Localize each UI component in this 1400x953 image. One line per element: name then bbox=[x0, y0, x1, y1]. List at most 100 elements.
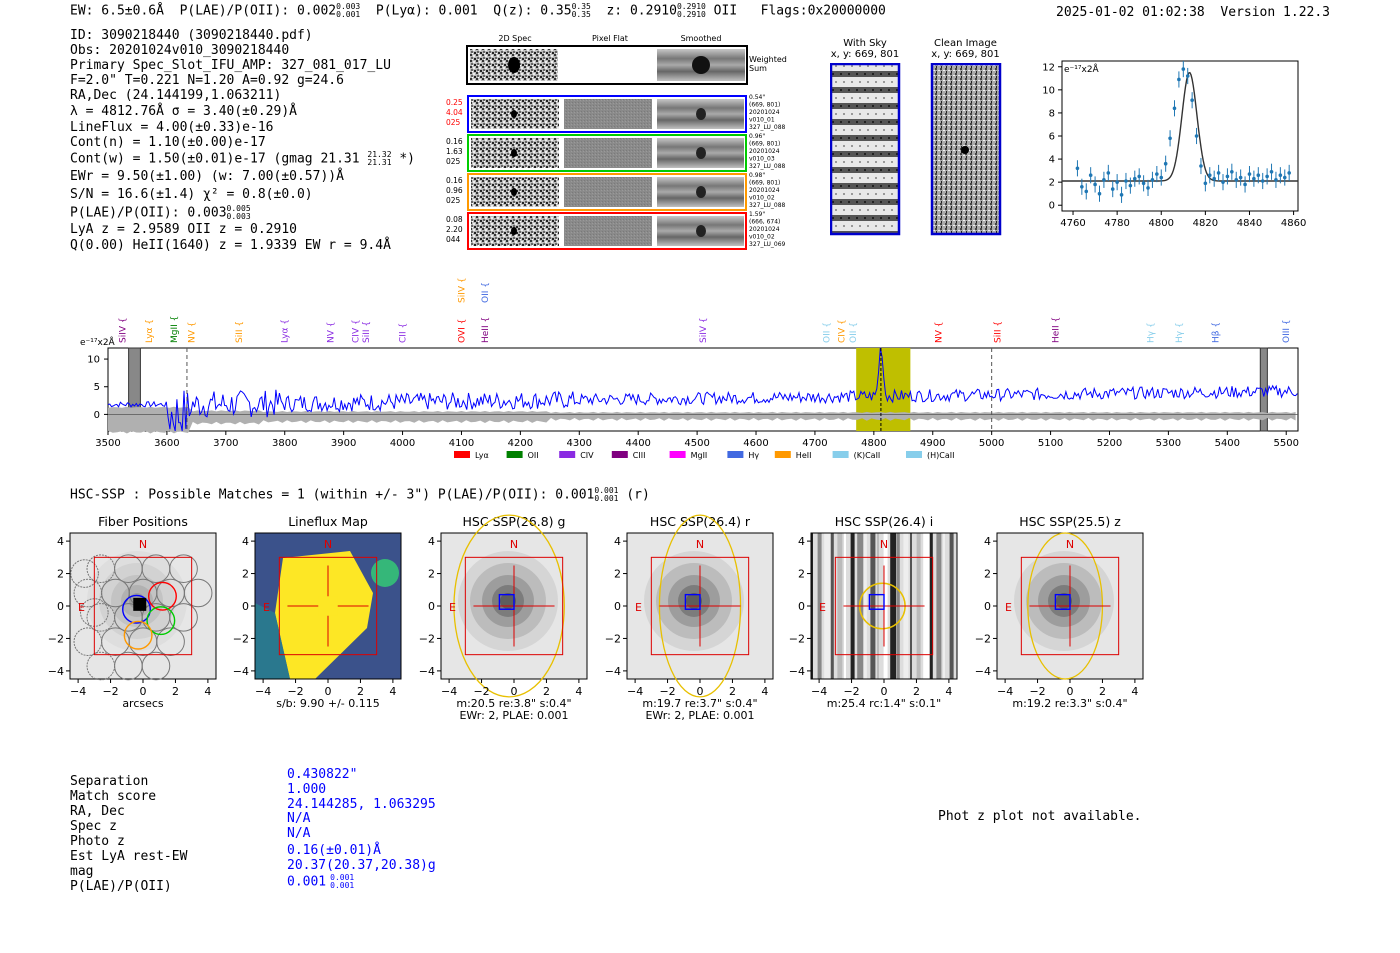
spec-line-label: HeII { bbox=[1051, 317, 1061, 343]
hsc-source-marker bbox=[498, 593, 515, 610]
header-plae-lo: 0.001 bbox=[336, 10, 361, 19]
zoom-fit-chart: 4760 4780 4800 4820 4840 4860 0 2 4 6 8 10 12 e⁻¹⁷x2Å bbox=[1042, 60, 1306, 229]
header-plae-hi: 0.003 bbox=[336, 2, 361, 11]
spec-line-label: OII { bbox=[823, 322, 833, 343]
zoom-data-point bbox=[1256, 173, 1261, 178]
header-qz-hi: 0.35 bbox=[571, 2, 591, 11]
hsc-source-marker bbox=[1054, 593, 1071, 610]
hsc-xtick-label: −2 bbox=[102, 685, 118, 698]
with-sky-title: With Sky x, y: 669, 801 bbox=[830, 38, 900, 60]
clean-image-xy: x, y: 669, 801 bbox=[931, 49, 1000, 60]
hsc-source-glow bbox=[668, 575, 720, 627]
cutout-row-label: 0.96 bbox=[446, 186, 463, 195]
col-pixel-flat: Pixel Flat bbox=[592, 34, 628, 43]
zoom-data-point bbox=[1278, 173, 1283, 178]
spec-line-label: SiII { bbox=[362, 321, 372, 343]
hsc-ytick-label: −2 bbox=[419, 632, 435, 645]
spec-flux-line bbox=[107, 347, 1298, 432]
spec-xtick-label: 5100 bbox=[1038, 438, 1063, 449]
spec-legend-label: HeII bbox=[796, 451, 812, 460]
hsc-xtick-label: 4 bbox=[945, 685, 952, 698]
hsc-i-stripe bbox=[811, 533, 813, 679]
hsc-ytick-label: 2 bbox=[798, 568, 805, 581]
zoom-data-point bbox=[1269, 169, 1274, 174]
cutout-row-caption: 20201024 bbox=[749, 109, 780, 116]
spec-xtick-label: 4100 bbox=[449, 438, 474, 449]
zoom-data-point bbox=[1106, 171, 1111, 175]
hsc-i-stripe bbox=[923, 533, 930, 679]
spec-xtick-label: 4200 bbox=[508, 438, 533, 449]
cutout-row-label: 0.08 bbox=[446, 215, 463, 224]
spec-top-label: OII { bbox=[481, 282, 491, 303]
zoom-data-point bbox=[1075, 166, 1080, 171]
hsc-xtick-label: −2 bbox=[843, 685, 859, 698]
match-value: 0.001 0.001 0.001 bbox=[287, 873, 355, 890]
hsc-xtick-label: −4 bbox=[441, 685, 457, 698]
hsc-xtick-label: −4 bbox=[997, 685, 1013, 698]
col-2d-spec: 2D Spec bbox=[498, 34, 531, 43]
spec-line-label: Hβ { bbox=[1212, 322, 1222, 343]
cutout-pixel-flat bbox=[564, 216, 652, 246]
with-sky-image bbox=[830, 63, 901, 236]
hsc-xtick-label: 0 bbox=[325, 685, 332, 698]
hsc-ytick-label: −4 bbox=[605, 665, 621, 678]
cutout-row-caption: 327_LU_088 bbox=[749, 163, 786, 170]
hsc-panel-title: HSC SSP(26.4) r bbox=[650, 514, 751, 529]
cutout-row-caption: 327_LU_069 bbox=[749, 241, 786, 248]
spec-line-label: HeII { bbox=[481, 317, 491, 343]
zoom-xtick-label: 4820 bbox=[1193, 218, 1218, 229]
cutout-row-label: 0.16 bbox=[446, 137, 463, 146]
info-lya: LyA z = 2.9589 OII z = 0.2910 bbox=[70, 222, 297, 237]
lineflux-green-region bbox=[371, 559, 399, 587]
info-contn: Cont(n) = 1.10(±0.00)e-17 bbox=[70, 135, 266, 150]
hsc-ytick-label: −4 bbox=[789, 665, 805, 678]
hsc-aperture-box bbox=[834, 556, 934, 656]
hsc-ytick-label: −2 bbox=[233, 632, 249, 645]
spec-line-label: SiIV { bbox=[699, 317, 709, 343]
spec-xtick-label: 3700 bbox=[213, 438, 238, 449]
hsc-ytick-label: −4 bbox=[419, 665, 435, 678]
hsc-source-glow bbox=[1038, 575, 1090, 627]
header-z: z: 0.2910 bbox=[606, 3, 677, 19]
fiber-orange bbox=[123, 620, 153, 650]
cutout-smooth-source bbox=[696, 147, 706, 159]
spec-legend-swatch bbox=[669, 451, 686, 458]
hsc-source-glow bbox=[644, 551, 744, 651]
zoom-data-point bbox=[1260, 179, 1265, 183]
zoom-data-point bbox=[1137, 174, 1141, 179]
zoom-data-point bbox=[1265, 174, 1269, 179]
zoom-data-point bbox=[1132, 176, 1137, 181]
cutout-row-label: 4.04 bbox=[446, 108, 463, 117]
zoom-data-point bbox=[1234, 178, 1239, 182]
match-value: N/A bbox=[287, 811, 311, 826]
hsc-ytick-label: 2 bbox=[614, 568, 621, 581]
weighted-2d-blob bbox=[508, 57, 520, 73]
hsc-xtick-label: −2 bbox=[473, 685, 489, 698]
cutout-row-caption: 0.98" bbox=[749, 172, 765, 179]
info-plae: P(LAE)/P(OII): 0.003 0.005 0.003 bbox=[70, 205, 251, 221]
cutout-row-label: 0.25 bbox=[446, 98, 463, 107]
header-qz: Q(z): 0.35 bbox=[493, 3, 572, 19]
cutout-row-caption: 1.59" bbox=[749, 211, 765, 218]
match-value: 0.430822" bbox=[287, 767, 358, 782]
weighted-label: Weighted bbox=[749, 55, 787, 64]
header-plya: P(Lyα): 0.001 bbox=[375, 3, 478, 19]
cutout-pixel-flat bbox=[564, 99, 652, 129]
east-label: E bbox=[1005, 601, 1012, 614]
hsc-ytick-label: 2 bbox=[984, 568, 991, 581]
with-sky-label: With Sky bbox=[843, 38, 887, 49]
zoom-data-point bbox=[1115, 180, 1119, 184]
spec-legend-label: Hγ bbox=[748, 451, 759, 460]
hsc-title: HSC-SSP : Possible Matches = 1 (within +… bbox=[70, 487, 650, 503]
cutout-2d-source bbox=[511, 188, 517, 196]
spec-xtick-label: 4800 bbox=[861, 438, 886, 449]
zoom-data-point bbox=[1252, 176, 1256, 181]
hsc-ytick-label: 4 bbox=[798, 535, 805, 548]
zoom-data-point bbox=[1287, 171, 1291, 175]
zoom-xtick-label: 4860 bbox=[1281, 218, 1306, 229]
match-label: RA, Dec bbox=[70, 804, 125, 819]
header-z-hi: 0.2910 bbox=[676, 2, 706, 11]
match-value: 1.000 bbox=[287, 782, 327, 797]
match-value: 0.16(±0.01)Å bbox=[287, 843, 381, 858]
info-primary: Primary Spec_Slot_IFU_AMP: 327_081_017_L… bbox=[70, 58, 391, 73]
